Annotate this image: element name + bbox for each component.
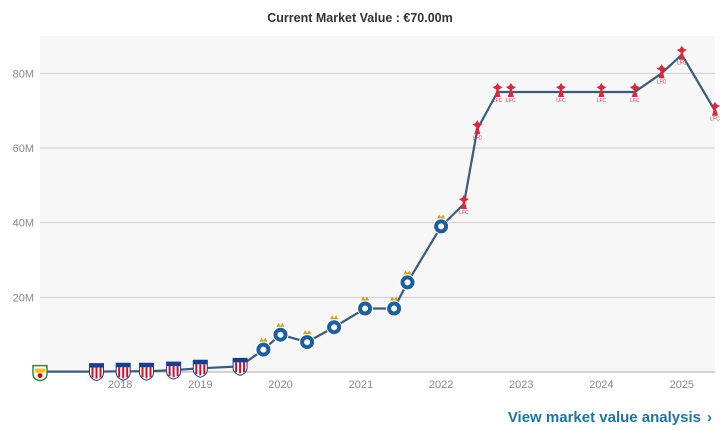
data-point-junior-crest-icon[interactable] [232, 357, 248, 376]
plot-background [40, 36, 715, 372]
y-tick-label: 60M [13, 143, 34, 155]
data-point-first-crest-icon[interactable] [32, 364, 48, 382]
analysis-link-label: View market value analysis [507, 409, 701, 426]
svg-text:LFC: LFC [630, 98, 640, 104]
svg-text:LFC: LFC [556, 98, 566, 104]
view-market-value-analysis-link[interactable]: View market value analysis › [508, 409, 712, 426]
svg-text:LFC: LFC [597, 98, 607, 104]
market-value-chart: 20M 40M 60M 80M 2018 2019 2020 2021 2022 2023 2024… [12, 36, 720, 391]
data-point-junior-crest-icon[interactable] [139, 362, 154, 381]
data-point-porto-crest-icon[interactable] [299, 330, 316, 351]
data-point-porto-crest-icon[interactable] [386, 296, 403, 317]
x-tick-label: 2023 [509, 379, 533, 391]
data-point-porto-crest-icon[interactable] [326, 315, 343, 336]
y-tick-label: 40M [13, 218, 34, 230]
data-point-porto-crest-icon[interactable] [433, 214, 450, 235]
x-tick-label: 2024 [589, 379, 613, 391]
x-tick-label: 2019 [188, 379, 212, 391]
chevron-right-icon: › [707, 409, 712, 426]
x-tick-label: 2020 [268, 379, 292, 391]
svg-text:LFC: LFC [677, 61, 687, 67]
svg-text:LFC: LFC [657, 79, 667, 85]
data-point-junior-crest-icon[interactable] [192, 359, 208, 378]
svg-text:LFC: LFC [493, 98, 503, 104]
data-point-liverpool-crest-icon[interactable]: LFC [596, 83, 607, 104]
data-point-porto-crest-icon[interactable] [272, 322, 289, 343]
data-point-liverpool-crest-icon[interactable]: LFC [505, 83, 516, 104]
data-point-liverpool-crest-icon[interactable]: LFC [492, 83, 503, 104]
data-point-liverpool-crest-icon[interactable]: LFC [472, 120, 482, 141]
data-point-junior-crest-icon[interactable] [115, 362, 131, 381]
data-point-junior-crest-icon[interactable] [89, 363, 104, 382]
data-point-junior-crest-icon[interactable] [166, 361, 182, 380]
y-tick-label: 80M [13, 68, 34, 80]
x-tick-label: 2021 [349, 379, 373, 391]
data-point-porto-crest-icon[interactable] [255, 337, 272, 358]
data-point-liverpool-crest-icon[interactable]: LFC [458, 195, 469, 216]
axis-labels: 20M 40M 60M 80M 2018 2019 2020 2021 2022 2023 2024… [13, 68, 694, 391]
data-point-liverpool-crest-icon[interactable]: LFC [710, 101, 720, 123]
x-tick-label: 2025 [670, 379, 694, 391]
svg-text:LFC: LFC [459, 210, 469, 216]
x-tick-label: 2022 [429, 379, 453, 391]
data-point-liverpool-crest-icon[interactable]: LFC [629, 83, 640, 104]
data-point-liverpool-crest-icon[interactable]: LFC [676, 45, 687, 67]
data-point-porto-crest-icon[interactable] [399, 270, 416, 291]
x-tick-label: 2018 [108, 379, 132, 391]
data-point-liverpool-crest-icon[interactable]: LFC [556, 83, 566, 104]
svg-text:LFC: LFC [710, 117, 720, 123]
grid-lines [40, 72, 715, 373]
svg-text:LFC: LFC [506, 98, 516, 104]
y-tick-label: 20M [13, 292, 34, 304]
data-point-liverpool-crest-icon[interactable]: LFC [656, 64, 667, 85]
current-market-value: Current Market Value : €70.00m [267, 11, 453, 25]
data-point-porto-crest-icon[interactable] [357, 296, 374, 317]
svg-text:LFC: LFC [473, 135, 483, 141]
